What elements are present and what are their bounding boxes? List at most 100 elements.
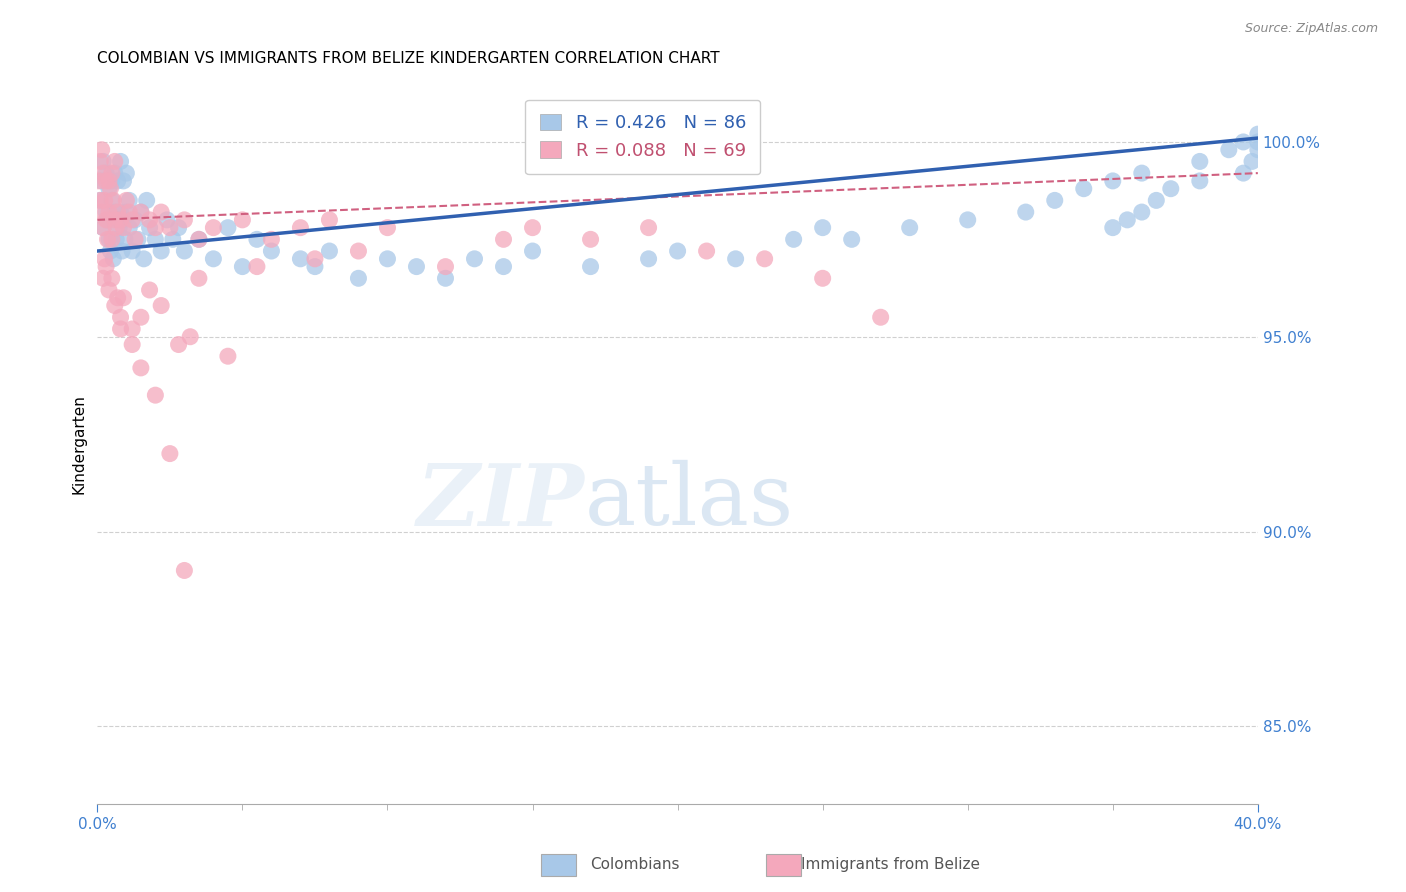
Point [869, 310, 891, 325]
Point [100, 182, 122, 196]
Point [97, 232, 120, 246]
Point [156, 212, 179, 227]
Point [145, 388, 167, 402]
Point [179, 329, 201, 343]
Point [492, 260, 515, 274]
Point [94, 174, 117, 188]
Point [377, 252, 399, 266]
Point [97, 174, 120, 188]
Point [173, 212, 195, 227]
Point [187, 232, 209, 246]
Point [124, 212, 146, 227]
Point [724, 252, 747, 266]
Point [956, 212, 979, 227]
Point [112, 291, 135, 305]
Point [246, 232, 269, 246]
Point [103, 252, 125, 266]
Point [127, 232, 149, 246]
Point [246, 260, 269, 274]
Point [90, 205, 112, 219]
Point [841, 232, 863, 246]
Point [138, 283, 160, 297]
Point [1130, 205, 1153, 219]
Point [1073, 182, 1095, 196]
Point [167, 337, 190, 351]
Point [97, 182, 120, 196]
Point [110, 322, 132, 336]
Point [637, 252, 659, 266]
Point [145, 220, 167, 235]
Point [492, 232, 515, 246]
Point [89, 194, 111, 208]
Text: Colombians: Colombians [591, 857, 681, 872]
Point [1116, 212, 1139, 227]
Point [121, 322, 143, 336]
Point [115, 166, 138, 180]
Point [108, 220, 131, 235]
Point [260, 244, 283, 258]
Point [290, 252, 312, 266]
Text: Source: ZipAtlas.com: Source: ZipAtlas.com [1244, 22, 1378, 36]
Point [811, 271, 834, 285]
Point [111, 244, 134, 258]
Point [104, 299, 127, 313]
Point [318, 244, 340, 258]
Point [138, 220, 160, 235]
Point [217, 349, 239, 363]
Point [114, 232, 136, 246]
Point [101, 194, 124, 208]
Text: atlas: atlas [585, 460, 794, 543]
Point [1101, 174, 1123, 188]
Point [135, 194, 157, 208]
Point [1247, 127, 1270, 141]
Point [1144, 194, 1167, 208]
Point [150, 299, 173, 313]
Point [94, 260, 117, 274]
Point [121, 212, 143, 227]
Point [110, 212, 132, 227]
Point [101, 166, 124, 180]
Point [1247, 143, 1270, 157]
Point [112, 174, 135, 188]
Point [173, 244, 195, 258]
Point [1101, 220, 1123, 235]
Point [104, 166, 127, 180]
Point [118, 194, 141, 208]
Point [89, 194, 111, 208]
Point [110, 154, 132, 169]
Point [112, 220, 135, 235]
Point [89, 154, 111, 169]
Point [91, 271, 114, 285]
Point [96, 232, 118, 246]
Point [112, 212, 135, 227]
Point [260, 232, 283, 246]
Point [100, 244, 122, 258]
Point [105, 232, 128, 246]
Point [138, 212, 160, 227]
Point [579, 232, 602, 246]
Point [129, 205, 152, 219]
Point [115, 194, 138, 208]
Point [94, 166, 117, 180]
Point [121, 244, 143, 258]
Point [187, 232, 209, 246]
Point [94, 212, 117, 227]
Point [318, 212, 340, 227]
Point [696, 244, 718, 258]
Point [666, 244, 689, 258]
Point [150, 205, 173, 219]
Point [97, 283, 120, 297]
Point [107, 205, 129, 219]
Point [118, 220, 141, 235]
Point [290, 220, 312, 235]
Point [522, 244, 544, 258]
Point [129, 205, 152, 219]
Point [103, 194, 125, 208]
Point [94, 205, 117, 219]
Point [1232, 166, 1254, 180]
Point [101, 174, 124, 188]
Point [167, 220, 190, 235]
Point [217, 220, 239, 235]
Point [159, 447, 181, 461]
Point [104, 212, 127, 227]
